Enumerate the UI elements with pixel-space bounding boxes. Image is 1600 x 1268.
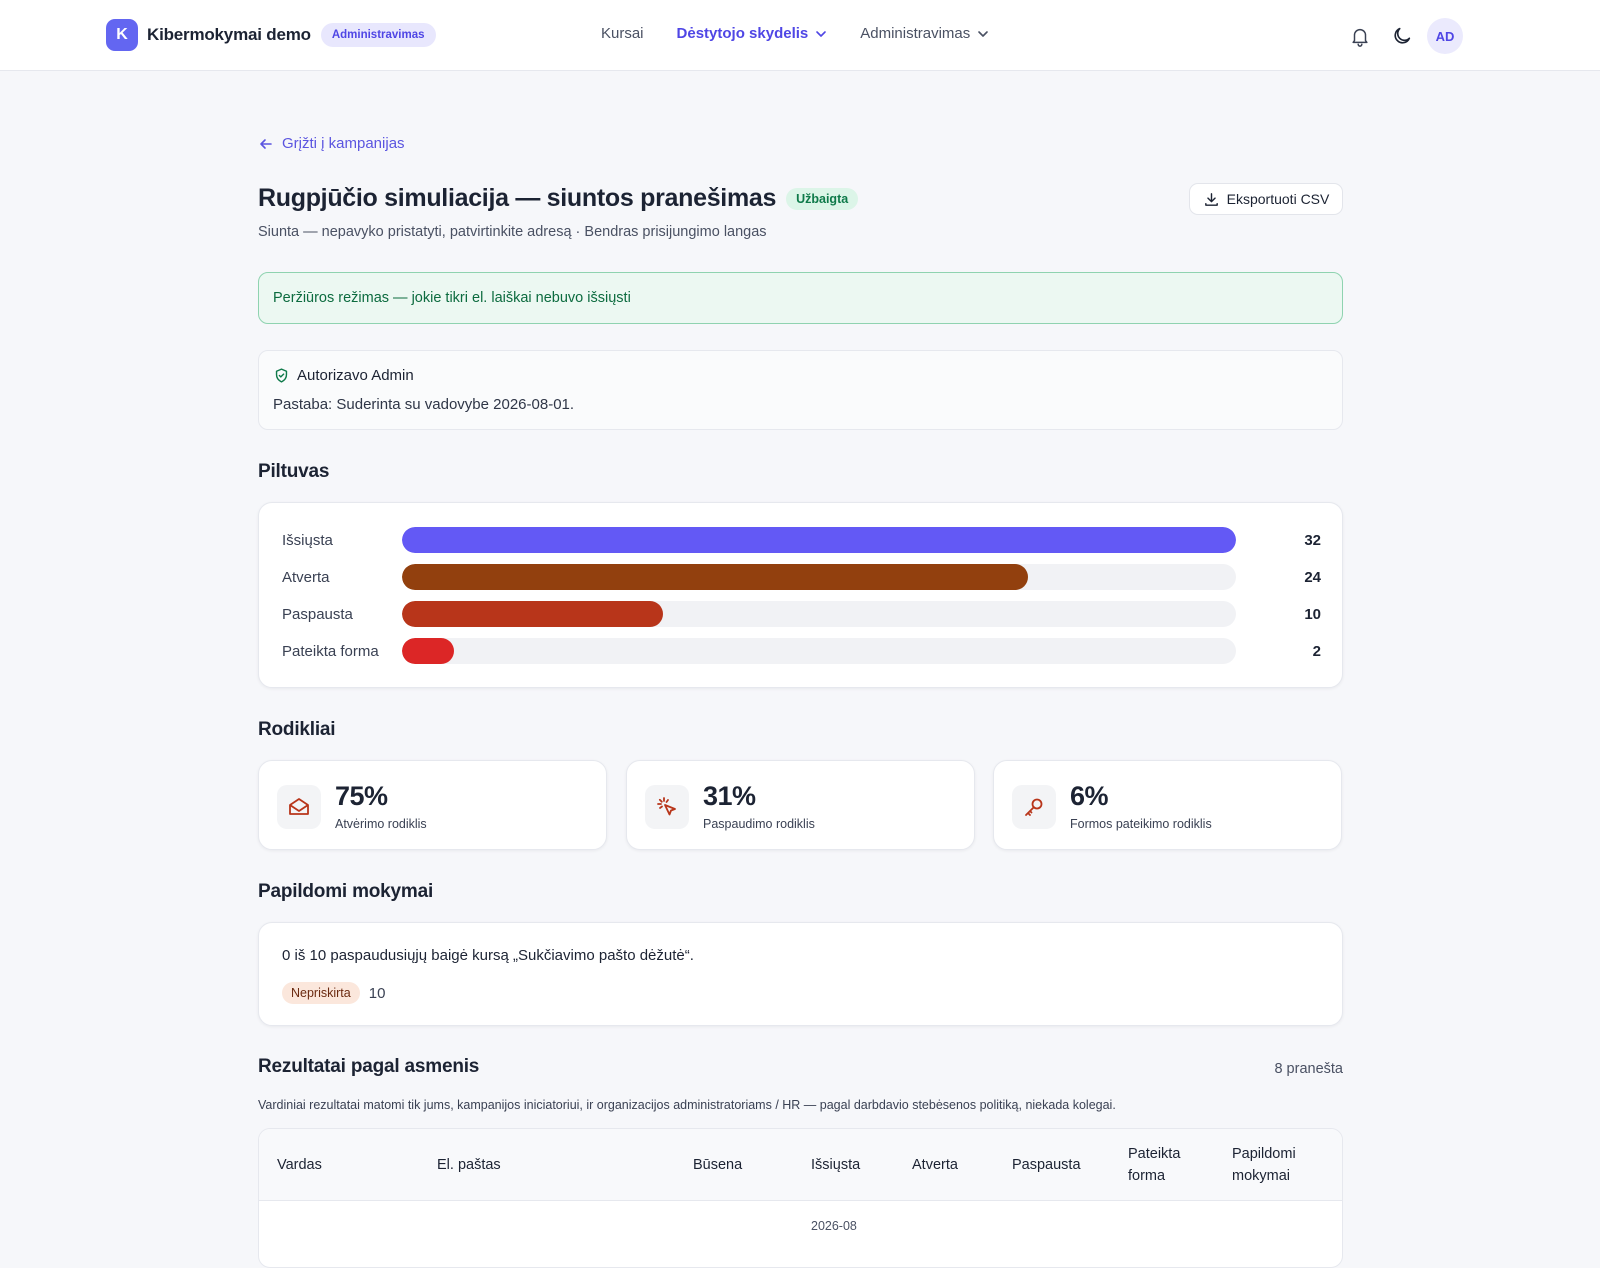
column-header-clicked[interactable]: Paspausta	[1012, 1157, 1081, 1173]
reported-count: 8 pranešta	[1274, 1061, 1343, 1077]
column-header-submitted[interactable]: Pateikta forma	[1128, 1143, 1180, 1187]
unassigned-pill: Nepriskirta	[282, 982, 360, 1004]
metric-icon	[277, 785, 321, 829]
metric-label: Formos pateikimo rodiklis	[1070, 817, 1212, 831]
unassigned-count: 10	[368, 984, 386, 1002]
envelope-open-icon	[289, 798, 309, 815]
metric-label: Atvėrimo rodiklis	[335, 817, 427, 831]
funnel-track	[402, 527, 1236, 553]
user-avatar[interactable]: AD	[1427, 18, 1463, 54]
funnel-row-clicked: Paspausta 10	[259, 600, 1344, 628]
training-status-row: Nepriskirta 10	[282, 982, 385, 1004]
column-header-line: Papildomi	[1232, 1146, 1296, 1162]
table-header: Vardas El. paštas Būsena Išsiųsta Atvert…	[259, 1129, 1342, 1201]
funnel-label: Atverta	[282, 568, 330, 586]
first-row-sent-date: 2026-08	[811, 1219, 857, 1233]
funnel-track	[402, 601, 1236, 627]
brand[interactable]: K Kibermokymai demo Administravimas	[106, 19, 436, 51]
metric-icon	[1012, 785, 1056, 829]
status-badge: Užbaigta	[786, 187, 859, 210]
cursor-click-icon	[657, 797, 676, 816]
metric-icon	[645, 785, 689, 829]
nav-item-label: Administravimas	[860, 25, 971, 42]
role-badge: Administravimas	[320, 23, 436, 47]
column-header-line: Pateikta	[1128, 1146, 1181, 1162]
authorization-note: Pastaba: Suderinta su vadovybe 2026-08-0…	[273, 396, 575, 413]
column-header-sent[interactable]: Išsiųsta	[811, 1157, 861, 1173]
shield-check-icon	[275, 368, 288, 383]
column-header-line: forma	[1128, 1168, 1166, 1184]
funnel-bar-opened	[402, 564, 1028, 590]
privacy-note: Vardiniai rezultatai matomi tik jums, ka…	[258, 1098, 1116, 1112]
authorization-card: Autorizavo Admin Pastaba: Suderinta su v…	[258, 350, 1343, 430]
metric-card-form-rate: 6% Formos pateikimo rodiklis	[993, 760, 1342, 850]
nav-item-administration[interactable]: Administravimas	[860, 25, 989, 42]
page-title-row: Rugpjūčio simuliacija — siuntos pranešim…	[258, 184, 859, 213]
funnel-count: 32	[1304, 531, 1321, 549]
notifications-button[interactable]	[1343, 19, 1377, 53]
preview-mode-text: Peržiūros režimas — jokie tikri el. laiš…	[273, 290, 631, 306]
column-header-name[interactable]: Vardas	[277, 1157, 322, 1173]
funnel-count: 10	[1304, 605, 1321, 623]
back-link-label: Grįžti į kampanijas	[282, 135, 405, 152]
funnel-bar-sent	[402, 527, 1236, 553]
column-header-opened[interactable]: Atverta	[912, 1157, 958, 1173]
metric-card-open-rate: 75% Atvėrimo rodiklis	[258, 760, 607, 850]
funnel-track	[402, 638, 1236, 664]
main-nav: Kursai Dėstytojo skydelis Administravima…	[601, 25, 1022, 42]
training-card: 0 iš 10 paspaudusiųjų baigė kursą „Sukči…	[258, 922, 1343, 1026]
column-header-line: mokymai	[1232, 1168, 1291, 1184]
top-navigation-bar: K Kibermokymai demo Administravimas Kurs…	[0, 0, 1600, 71]
funnel-label: Išsiųsta	[282, 531, 333, 549]
training-summary: 0 iš 10 paspaudusiųjų baigė kursą „Sukči…	[282, 947, 694, 964]
page-title: Rugpjūčio simuliacija — siuntos pranešim…	[258, 184, 777, 212]
funnel-section-title: Piltuvas	[258, 461, 330, 482]
funnel-card: Išsiųsta 32 Atverta 24 Paspausta 10 Pate…	[258, 502, 1343, 688]
funnel-track	[402, 564, 1236, 590]
arrow-left-icon	[260, 138, 272, 149]
funnel-count: 2	[1312, 642, 1321, 660]
metric-value: 75%	[335, 781, 388, 811]
theme-toggle-button[interactable]	[1385, 19, 1419, 53]
funnel-bar-clicked	[402, 601, 663, 627]
metric-value: 31%	[703, 781, 756, 811]
authorized-by: Autorizavo Admin	[273, 367, 414, 384]
campaign-subtitle: Siunta — nepavyko pristatyti, patvirtink…	[258, 224, 767, 240]
column-header-training[interactable]: Papildomi mokymai	[1232, 1143, 1296, 1187]
brand-logo: K	[106, 19, 138, 51]
nav-item-instructor-dashboard[interactable]: Dėstytojo skydelis	[677, 25, 828, 42]
results-table: Vardas El. paštas Būsena Išsiųsta Atvert…	[258, 1128, 1343, 1268]
authorized-by-text: Autorizavo Admin	[297, 367, 414, 384]
chevron-down-icon	[978, 30, 989, 37]
export-csv-label: Eksportuoti CSV	[1226, 191, 1330, 207]
results-section-title: Rezultatai pagal asmenis	[258, 1056, 480, 1077]
funnel-label: Pateikta forma	[282, 642, 379, 660]
download-icon	[1204, 192, 1218, 206]
key-icon	[1025, 798, 1043, 816]
funnel-label: Paspausta	[282, 605, 353, 623]
bell-icon	[1352, 28, 1368, 47]
training-section-title: Papildomi mokymai	[258, 881, 434, 902]
chevron-down-icon	[816, 30, 827, 37]
column-header-email[interactable]: El. paštas	[437, 1157, 501, 1173]
funnel-row-submitted: Pateikta forma 2	[259, 637, 1344, 665]
nav-item-label: Dėstytojo skydelis	[676, 25, 809, 42]
metrics-section-title: Rodikliai	[258, 719, 336, 740]
metric-label: Paspaudimo rodiklis	[703, 817, 815, 831]
export-csv-button[interactable]: Eksportuoti CSV	[1189, 183, 1343, 215]
preview-mode-banner: Peržiūros režimas — jokie tikri el. laiš…	[258, 272, 1343, 324]
app-name: Kibermokymai demo	[147, 25, 311, 44]
back-to-campaigns-link[interactable]: Grįžti į kampanijas	[258, 135, 405, 152]
funnel-count: 24	[1304, 568, 1321, 586]
moon-icon	[1394, 27, 1411, 44]
nav-item-courses[interactable]: Kursai	[601, 25, 644, 42]
funnel-bar-submitted	[402, 638, 455, 664]
header-actions: AD	[1335, 18, 1463, 54]
metric-value: 6%	[1070, 781, 1109, 811]
metric-card-click-rate: 31% Paspaudimo rodiklis	[626, 760, 975, 850]
funnel-row-sent: Išsiųsta 32	[259, 526, 1344, 554]
funnel-row-opened: Atverta 24	[259, 563, 1344, 591]
nav-item-label: Kursai	[601, 25, 644, 42]
column-header-status[interactable]: Būsena	[693, 1157, 743, 1173]
